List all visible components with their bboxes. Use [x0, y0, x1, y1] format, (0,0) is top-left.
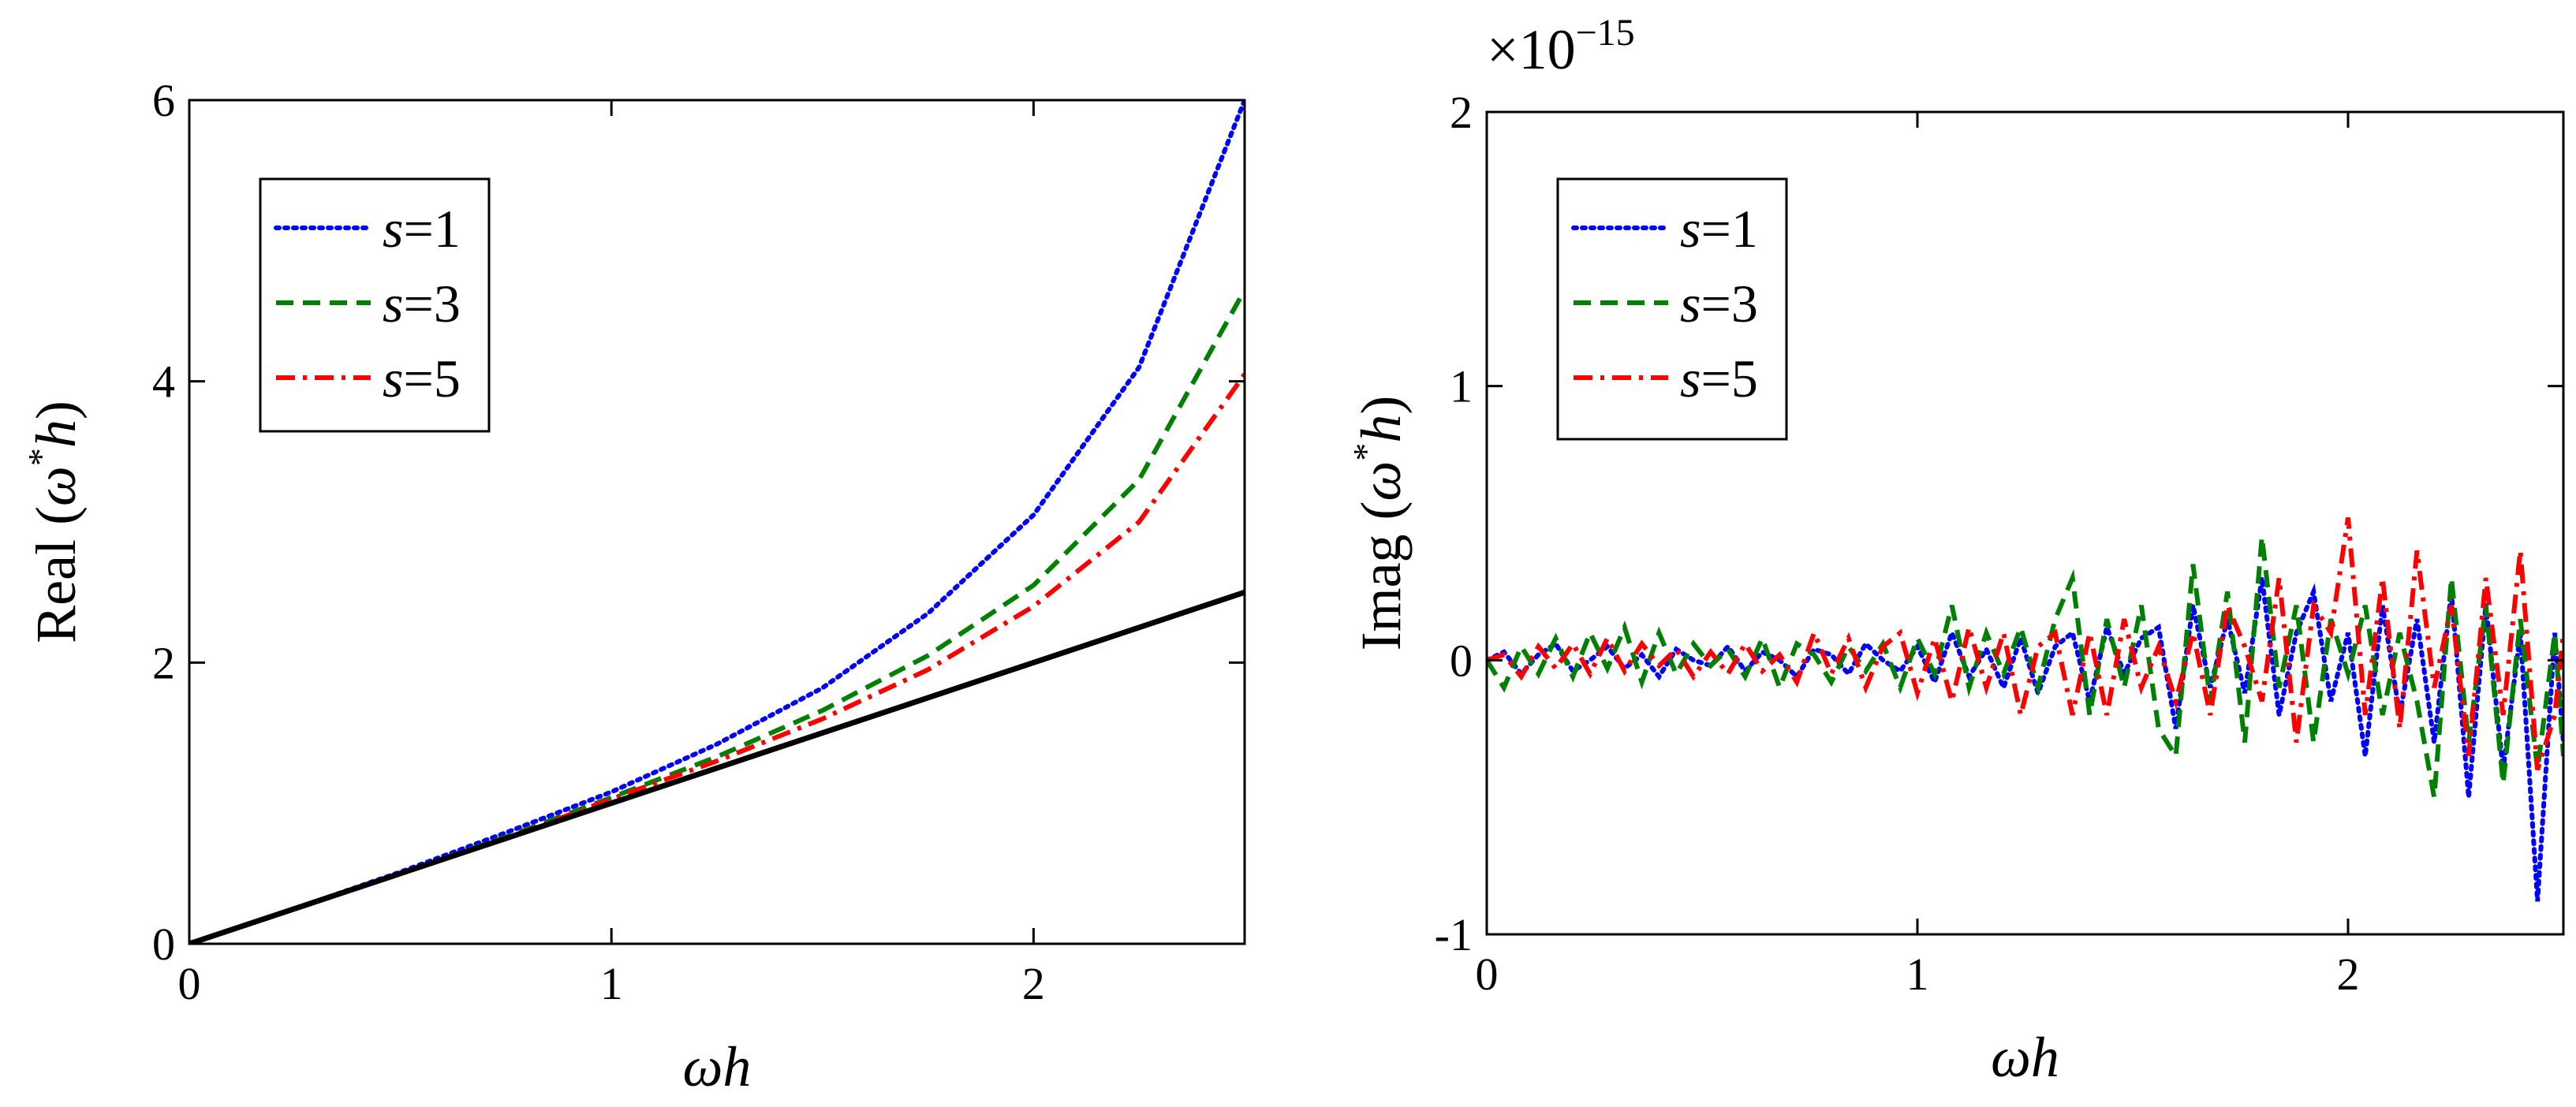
y-tick-label: 2: [152, 637, 175, 688]
series-line-left-exact: [189, 589, 1245, 944]
y-tick-label: -1: [1435, 909, 1473, 960]
x-tick-label: 2: [1022, 958, 1045, 1009]
y-tick-label: 0: [152, 919, 175, 970]
x-tick-label: 2: [2337, 949, 2360, 1000]
x-tick-label: 1: [1906, 949, 1929, 1000]
y-tick-label: 4: [152, 356, 175, 408]
y-exponent-label: ×10−15: [1487, 12, 1635, 81]
legend-entry-s5: s=5: [383, 348, 461, 408]
legend-right: s=1 s=3 s=5: [1556, 177, 1788, 441]
legend-entry-s3: s=3: [383, 274, 461, 334]
y-axis-label: Real (ω*h): [21, 401, 88, 643]
axes-frame-right: [1485, 110, 2565, 936]
series-line-left-s3: [189, 289, 1245, 944]
y-axis-label: Imag (ω*h): [1346, 396, 1413, 651]
legend-entry-s5: s=5: [1680, 348, 1758, 408]
y-tick-label: 2: [1450, 87, 1473, 138]
x-axis-label: ωh: [1991, 1026, 2059, 1089]
series-line-right-s5: [1487, 517, 2563, 771]
legend-box: [1556, 177, 1788, 441]
series-line-right-s1: [1487, 577, 2563, 902]
legend-left: s=1 s=3 s=5: [259, 177, 491, 433]
chart-panel-left: 0 1 2 0 2 4 6 ωh Real (ω*h) s=1 s=3 s=5: [21, 75, 1246, 1098]
legend-entry-s1: s=1: [383, 199, 461, 259]
legend-entry-s3: s=3: [1680, 274, 1758, 334]
legend-box: [259, 177, 491, 433]
legend-entry-s1: s=1: [1680, 199, 1758, 259]
series-line-left-s5: [189, 373, 1245, 944]
y-tick-label: 6: [152, 75, 175, 126]
y-tick-label: 1: [1450, 361, 1473, 412]
series-line-right-s3: [1487, 536, 2563, 798]
x-axis-label: ωh: [683, 1035, 752, 1098]
axes-frame-left: [188, 99, 1246, 945]
x-tick-label: 1: [600, 958, 623, 1009]
x-tick-label: 0: [1476, 949, 1499, 1000]
x-tick-label: 0: [178, 958, 201, 1009]
y-tick-label: 0: [1450, 635, 1473, 686]
